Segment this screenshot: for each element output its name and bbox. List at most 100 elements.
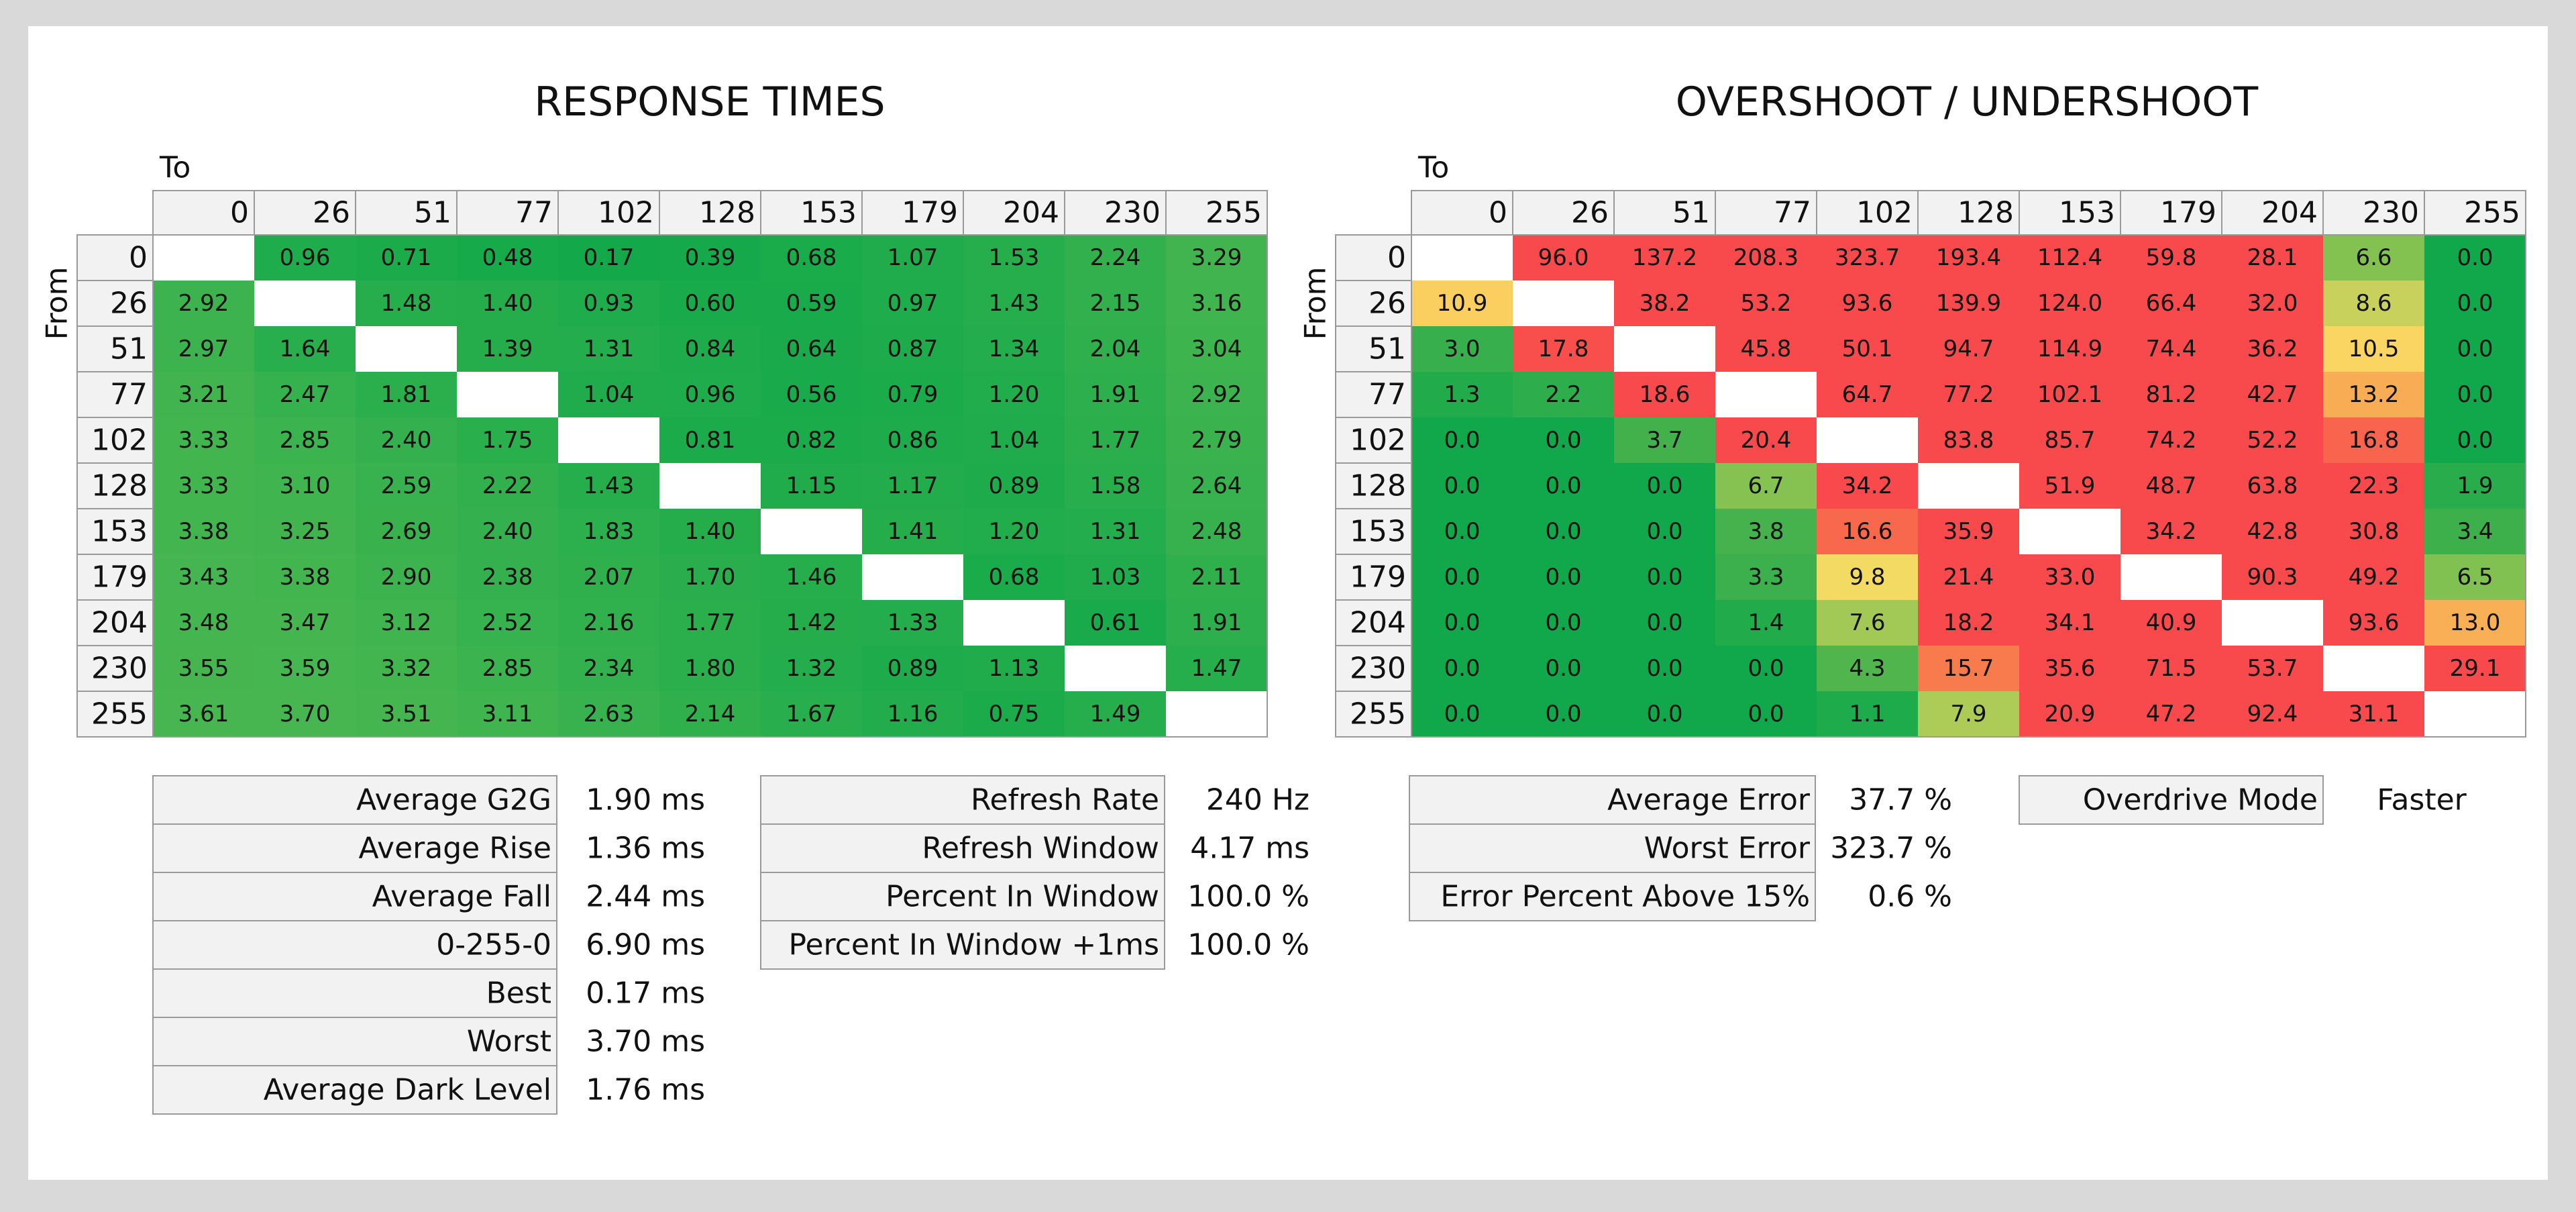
cell [963,600,1065,646]
column-header: 230 [2363,196,2419,230]
cell [862,326,963,372]
cell [1817,646,1918,691]
stat-label-cell [760,920,1165,970]
row-header: 0 [129,241,148,275]
row-header-cell [1335,280,1412,327]
cell-value: 2.16 [584,609,635,636]
cell-value: 0.0 [2457,427,2493,454]
cell [254,691,356,737]
cell-value: 3.55 [178,655,229,682]
cell [1715,372,1817,417]
cell-value: 1.13 [989,655,1040,682]
cell [558,646,659,691]
cell [558,600,659,646]
cell-value: 2.97 [178,336,229,362]
cell [153,600,254,646]
stat-label-cell [152,823,557,873]
stat-value: 1.36 ms [586,831,705,866]
overdrive-value: Faster [2377,783,2467,817]
cell-value: 77.2 [1943,381,1994,408]
cell [2222,463,2323,509]
cell-value: 3.11 [482,701,533,727]
cell [356,554,457,600]
cell [1166,417,1267,463]
cell [153,691,254,737]
column-header: 0 [230,196,249,230]
cell [761,463,862,509]
cell-value: 2.85 [280,427,331,454]
cell [1715,463,1817,509]
cell [1513,235,1614,281]
cell-value: 10.5 [2349,336,2400,362]
cell-value: 0.0 [1748,701,1784,727]
cell [1065,509,1166,554]
column-header: 204 [2261,196,2318,230]
cell [2222,372,2323,417]
cell [153,326,254,372]
stat-label-cell [152,1017,557,1066]
cell-value: 2.47 [280,381,331,408]
column-header-cell [1715,190,1817,236]
cell [2019,281,2121,326]
cell-value: 1.42 [786,609,837,636]
cell [2019,509,2121,554]
cell [1715,646,1817,691]
cell [1817,600,1918,646]
cell [1918,417,2019,463]
cell [2121,691,2222,737]
cell [761,417,862,463]
cell-value: 0.0 [1646,518,1682,545]
column-header: 102 [1856,196,1913,230]
cell [2019,417,2121,463]
cell [153,235,254,281]
cell [1166,509,1267,554]
cell-value: 193.4 [1936,244,2001,271]
cell [153,372,254,417]
cell-value: 22.3 [2349,472,2400,499]
cell-value: 74.4 [2146,336,2197,362]
row-header-cell [76,462,154,509]
cell [1918,691,2019,737]
cell-value: 1.80 [685,655,736,682]
cell [2323,646,2424,691]
cell-value: 52.2 [2247,427,2298,454]
cell-value: 3.29 [1191,244,1242,271]
cell [558,326,659,372]
overdrive-label-cell [2019,775,2324,825]
cell [1065,281,1166,326]
cell-value: 1.64 [280,336,331,362]
column-header: 26 [1571,196,1609,230]
column-header-cell [861,190,964,236]
stat-label: Error Percent Above 15% [1440,880,1810,914]
cell [2121,235,2222,281]
cell [1614,600,1715,646]
stat-value: 240 Hz [1206,783,1309,817]
cell [2323,600,2424,646]
stat-label: Refresh Window [922,831,1159,866]
cell [2323,554,2424,600]
cell [2424,417,2526,463]
cell [558,235,659,281]
cell-value: 34.2 [1842,472,1893,499]
cell-value: 137.2 [1632,244,1697,271]
cell-value: 3.33 [178,472,229,499]
cell [2121,600,2222,646]
cell [1411,646,1513,691]
cell-value: 6.5 [2457,564,2493,591]
cell [2424,326,2526,372]
column-header: 128 [699,196,755,230]
cell [558,554,659,600]
row-header: 26 [110,287,148,321]
cell [1614,417,1715,463]
cell-value: 71.5 [2146,655,2197,682]
cell-value: 2.2 [1545,381,1581,408]
cell-value: 3.47 [280,609,331,636]
cell [1513,554,1614,600]
stat-value: 323.7 % [1830,831,1952,866]
cell [1715,235,1817,281]
row-header: 102 [1350,423,1406,458]
cell [2222,600,2323,646]
stat-value: 100.0 % [1187,928,1309,962]
cell-value: 0.0 [1646,472,1682,499]
cell-value: 18.6 [1640,381,1690,408]
